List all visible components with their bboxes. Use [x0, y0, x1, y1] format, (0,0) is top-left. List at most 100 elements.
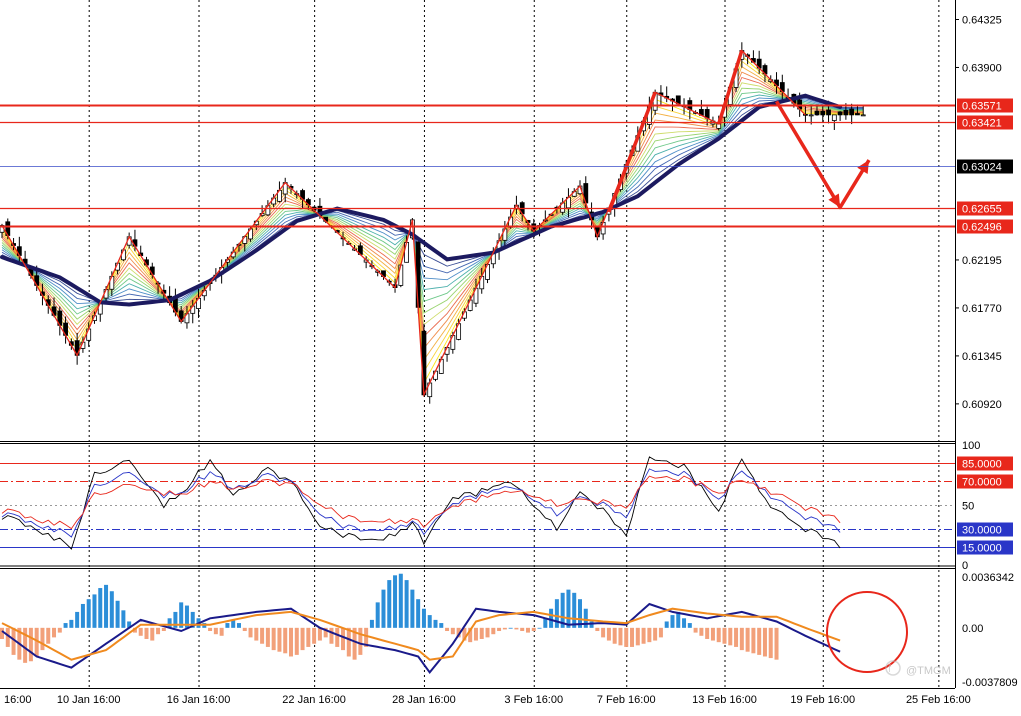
macd-histogram-bar — [699, 627, 704, 636]
macd-histogram-bar — [439, 623, 444, 628]
oscillator-level-label: 15.0000 — [962, 543, 1002, 555]
candle-body — [843, 109, 849, 116]
macd-histogram-bar — [595, 627, 600, 632]
macd-histogram-bar — [520, 627, 525, 632]
oscillator-tick-label: 0 — [962, 560, 968, 572]
macd-histogram-bar — [289, 627, 293, 657]
macd-histogram-bar — [127, 621, 132, 628]
macd-histogram-bar — [635, 627, 640, 646]
macd-histogram-bar — [5, 627, 10, 647]
macd-histogram-bar — [710, 627, 715, 641]
candle-body — [421, 330, 427, 396]
macd-histogram-bar — [208, 627, 213, 632]
macd-histogram-bar — [687, 623, 692, 628]
macd-histogram-bar — [242, 627, 247, 632]
macd-histogram-bar — [427, 615, 432, 628]
macd-histogram-bar — [63, 623, 68, 628]
macd-histogram-bar — [393, 575, 398, 628]
macd-signal-line — [1, 602, 841, 675]
macd-histogram-bar — [104, 584, 109, 628]
macd-histogram-bar — [323, 627, 328, 638]
macd-histogram-bar — [80, 603, 85, 628]
macd-histogram-bar — [531, 627, 536, 632]
macd-histogram-bar — [630, 627, 635, 647]
price-level-label: 0.63571 — [962, 101, 1002, 113]
price-level-badge — [957, 201, 1013, 216]
price-tick-label: 0.61345 — [962, 351, 1002, 363]
price-level-label: 0.62655 — [962, 204, 1002, 216]
macd-histogram-bar — [421, 608, 426, 628]
macd-histogram-bar — [57, 627, 62, 633]
macd-histogram-bar — [491, 627, 496, 635]
macd-histogram-bar — [98, 588, 103, 628]
price-level-badge — [957, 115, 1013, 130]
annotations: f @TMGM — [826, 591, 951, 677]
macd-histogram-bar — [121, 610, 126, 628]
macd-histogram-bar — [144, 627, 149, 639]
macd-histogram-bar — [693, 627, 698, 633]
oscillator-line — [1, 456, 841, 550]
macd-histogram-bar — [757, 627, 762, 655]
trend-emphasis-line — [607, 91, 657, 213]
macd-histogram-bar — [514, 627, 519, 630]
macd-histogram-bar — [34, 627, 39, 657]
macd-histogram-bar — [572, 592, 577, 628]
macd-histogram-bar — [560, 592, 565, 628]
macd-histogram-bar — [138, 627, 143, 636]
x-tick-label: 10 Jan 16:00 — [57, 694, 121, 706]
macd-histogram-bar — [606, 627, 611, 641]
macd-histogram-bar — [248, 627, 253, 638]
macd-histogram-bar — [450, 627, 455, 635]
x-tick-label: 28 Jan 16:00 — [392, 694, 456, 706]
macd-histogram-bar — [433, 619, 438, 628]
macd-histogram-bar — [566, 589, 571, 628]
macd-histogram-bar — [213, 627, 218, 635]
macd-histogram-bar — [184, 605, 189, 628]
macd-histogram-bar — [306, 627, 311, 647]
macd-histogram-bar — [300, 627, 305, 651]
macd-histogram-bar — [369, 619, 374, 628]
macd-histogram-bar — [751, 627, 756, 654]
macd-histogram-bar — [375, 602, 380, 628]
macd-histogram-bar — [115, 600, 120, 628]
macd-histogram-bar — [722, 627, 727, 644]
price-level-badge — [957, 98, 1013, 113]
macd-histogram-bar — [682, 618, 687, 628]
x-tick-label: 16:00 — [4, 694, 32, 706]
forecast-arrowhead-up — [857, 160, 869, 174]
macd-histogram-bar — [173, 611, 178, 628]
macd-histogram-bar — [132, 627, 137, 633]
macd-histogram-bar — [502, 627, 507, 630]
macd-histogram-bar — [23, 627, 28, 663]
oscillator-level-badge — [957, 456, 1013, 471]
price-level-badge — [957, 219, 1013, 234]
oscillator-panel — [0, 456, 955, 550]
oscillator-line — [1, 475, 841, 530]
macd-histogram-bar — [179, 602, 184, 628]
macd-histogram-bar — [69, 619, 74, 628]
macd-histogram-bar — [537, 627, 542, 629]
macd-histogram-bar — [167, 618, 172, 628]
macd-histogram-bar — [92, 594, 97, 628]
price-panel — [0, 42, 955, 404]
svg-text:f: f — [888, 663, 892, 675]
macd-histogram-bar — [670, 615, 675, 628]
macd-histogram-bar — [543, 618, 548, 628]
oscillator-level-badge — [957, 474, 1013, 489]
x-tick-label: 7 Feb 16:00 — [597, 694, 656, 706]
macd-histogram-bar — [254, 627, 259, 641]
macd-histogram-bar — [410, 589, 415, 628]
price-tick-label: 0.60920 — [962, 399, 1002, 411]
macd-histogram-bar — [265, 627, 270, 647]
macd-signal-line — [1, 607, 841, 661]
macd-histogram-bar — [468, 627, 473, 643]
x-tick-label: 13 Feb 16:00 — [692, 694, 757, 706]
macd-tick-label: -0.0037809 — [962, 677, 1018, 689]
oscillator-level-badge — [957, 540, 1013, 555]
macd-histogram-bar — [358, 627, 363, 655]
candle-body — [826, 109, 831, 116]
x-tick-label: 22 Jan 16:00 — [282, 694, 346, 706]
moving-average-line — [0, 93, 843, 307]
macd-histogram-bar — [161, 627, 166, 632]
